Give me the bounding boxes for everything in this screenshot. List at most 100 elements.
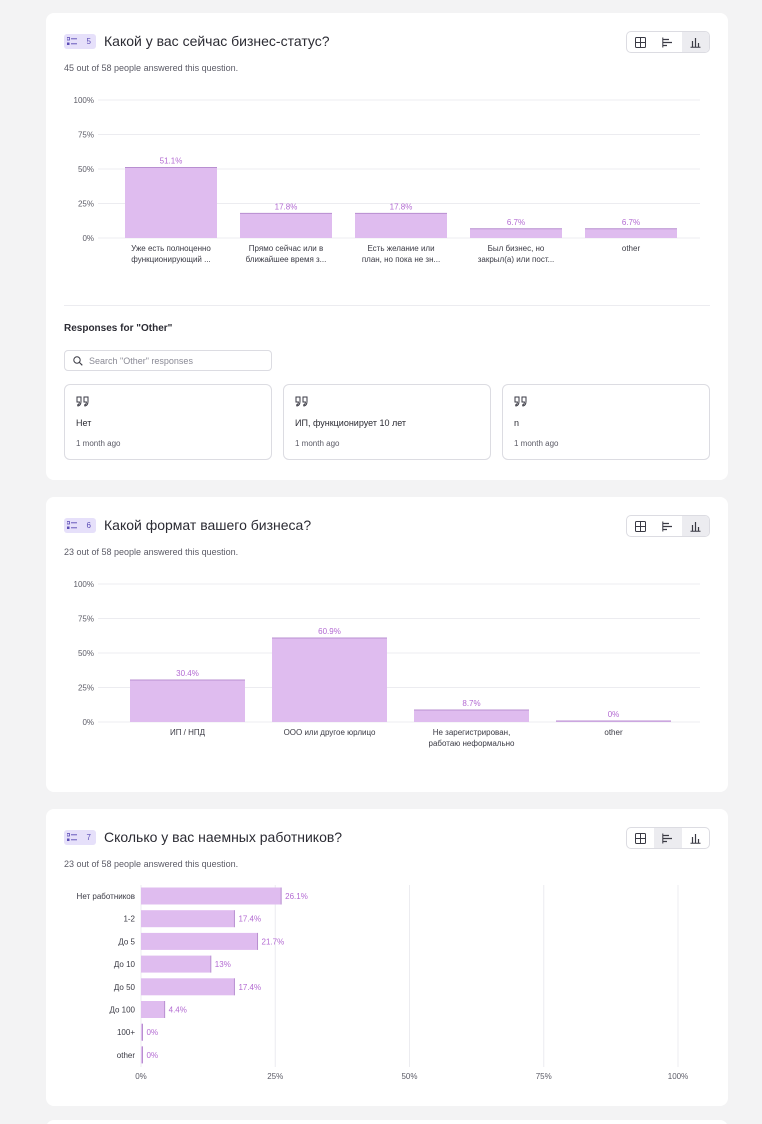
table-grid-icon <box>635 832 647 844</box>
bar <box>141 955 211 973</box>
question-card-5: 5 Какой у вас сейчас бизнес-статус? 45 o… <box>46 13 728 480</box>
view-horizontal-bar-button[interactable] <box>654 516 681 536</box>
response-card: ИП, функционирует 10 лет 1 month ago <box>283 384 491 460</box>
y-tick-label: 50% <box>78 649 94 658</box>
bar <box>585 228 677 238</box>
list-icon <box>67 520 77 529</box>
question-header: 5 Какой у вас сейчас бизнес-статус? <box>64 33 330 49</box>
x-tick-label: ИП / НПД <box>170 728 206 737</box>
response-text: n <box>514 418 520 428</box>
x-tick-label: Был бизнес, но <box>488 244 545 253</box>
y-tick-label: 0% <box>82 234 94 243</box>
quote-icon <box>295 396 308 407</box>
answered-count: 23 out of 58 people answered this questi… <box>64 547 239 557</box>
value-label: 51.1% <box>160 156 183 165</box>
table-grid-icon <box>635 36 647 48</box>
x-tick-label: 100% <box>668 1072 688 1081</box>
value-label: 0% <box>608 710 620 719</box>
horizontal-bar-chart-icon <box>662 521 673 531</box>
bar <box>355 213 447 238</box>
value-label: 21.7% <box>262 937 285 946</box>
divider <box>64 305 710 306</box>
view-toggle <box>626 515 710 537</box>
bar <box>141 1046 143 1064</box>
question-type-badge: 5 <box>64 33 96 49</box>
question-number: 6 <box>86 520 91 530</box>
x-tick-label: ООО или другое юрлицо <box>284 728 376 737</box>
question-type-badge: 7 <box>64 829 96 845</box>
bar <box>141 910 235 928</box>
bar <box>414 709 529 722</box>
view-table-button[interactable] <box>627 32 654 52</box>
value-label: 13% <box>215 960 231 969</box>
question-title: Какой формат вашего бизнеса? <box>104 517 312 533</box>
chart-q7: 0% 25% 50% 75% 100% 26.1% Нет работников 17.4% 1… <box>77 885 688 1081</box>
view-vertical-bar-button[interactable] <box>681 516 709 536</box>
y-tick-label: До 10 <box>114 960 136 969</box>
bar <box>141 1023 143 1041</box>
x-tick-label: закрыл(а) или пост... <box>478 255 555 264</box>
other-search-input[interactable] <box>89 355 269 366</box>
x-tick-label: Не зарегистрирован, <box>433 728 511 737</box>
vertical-bar-chart-icon <box>690 521 701 532</box>
vertical-bar-chart-icon <box>690 833 701 844</box>
vertical-bar-chart-icon <box>690 37 701 48</box>
y-tick-label: До 50 <box>114 983 136 992</box>
y-tick-label: 100+ <box>117 1028 135 1037</box>
x-tick-label: other <box>622 244 641 253</box>
view-toggle <box>626 31 710 53</box>
other-search <box>64 350 272 371</box>
answered-count: 45 out of 58 people answered this questi… <box>64 63 239 73</box>
x-tick-label: функционирующий ... <box>131 255 211 264</box>
y-tick-label: До 5 <box>118 937 135 946</box>
bar <box>272 637 387 722</box>
question-title: Сколько у вас наемных работников? <box>104 829 343 845</box>
x-tick-label: 75% <box>536 1072 552 1081</box>
view-vertical-bar-button[interactable] <box>682 828 709 848</box>
x-tick-label: Прямо сейчас или в <box>249 244 323 253</box>
view-horizontal-bar-button[interactable] <box>654 32 681 52</box>
response-time: 1 month ago <box>295 439 340 448</box>
response-text: ИП, функционирует 10 лет <box>295 418 407 428</box>
bar <box>125 167 217 238</box>
bar <box>141 887 282 905</box>
bar <box>141 932 258 950</box>
value-label: 0% <box>147 1028 159 1037</box>
value-label: 8.7% <box>462 699 480 708</box>
response-card: Нет 1 month ago <box>64 384 272 460</box>
chart-q5: 0% 25% 50% 75% 100% 51.1% Уже есть полноценно ф… <box>74 96 700 264</box>
question-card-next <box>46 1120 728 1124</box>
y-tick-label: 50% <box>78 165 94 174</box>
value-label: 17.8% <box>275 202 298 211</box>
y-tick-label: 25% <box>78 200 94 209</box>
x-tick-label: работаю неформально <box>429 739 516 748</box>
value-label: 0% <box>147 1051 159 1060</box>
question-header: 6 Какой формат вашего бизнеса? <box>64 517 311 533</box>
horizontal-bar-chart-icon <box>662 37 673 47</box>
x-tick-label: 25% <box>267 1072 283 1081</box>
x-tick-label: план, но пока не зн... <box>362 255 440 264</box>
y-tick-label: 75% <box>78 615 94 624</box>
quote-icon <box>514 396 527 407</box>
y-tick-label: 0% <box>82 718 94 727</box>
table-grid-icon <box>635 520 647 532</box>
x-tick-label: Уже есть полноценно <box>131 244 211 253</box>
chart-q6: 0% 25% 50% 75% 100% 30.4% ИП / НПД 60.9% ООО или… <box>74 580 700 748</box>
view-table-button[interactable] <box>627 828 654 848</box>
x-tick-label: 0% <box>135 1072 147 1081</box>
y-tick-label: 75% <box>78 131 94 140</box>
view-vertical-bar-button[interactable] <box>681 32 709 52</box>
response-time: 1 month ago <box>76 439 121 448</box>
y-tick-label: Нет работников <box>77 892 135 901</box>
x-tick-label: Есть желание или <box>367 244 434 253</box>
y-tick-label: 100% <box>74 96 94 105</box>
other-responses-title: Responses for "Other" <box>64 323 173 334</box>
view-horizontal-bar-button[interactable] <box>654 828 682 848</box>
view-table-button[interactable] <box>627 516 654 536</box>
question-type-badge: 6 <box>64 517 96 533</box>
question-number: 7 <box>86 832 91 842</box>
response-time: 1 month ago <box>514 439 559 448</box>
x-tick-label: 50% <box>401 1072 417 1081</box>
bar <box>240 213 332 238</box>
value-label: 60.9% <box>318 627 341 636</box>
